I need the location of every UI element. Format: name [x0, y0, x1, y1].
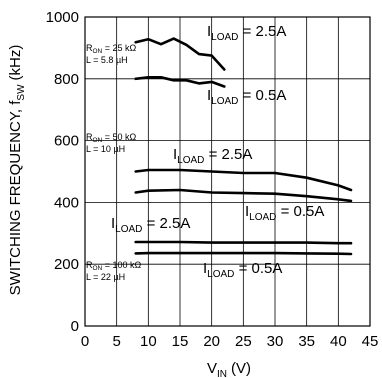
series-line-6: [134, 251, 353, 256]
tick-labels: 0 5 10 15 20 25 30 35 40 45 0 200 400 600 800 1000: [46, 9, 379, 350]
iload-annotation: ILOAD = 2.5A: [173, 146, 252, 166]
series-line-4: [134, 188, 353, 203]
iload-annotation: ILOAD = 2.5A: [207, 23, 286, 43]
x-tick-label: 30: [267, 333, 284, 350]
series-line-1: [134, 37, 226, 71]
grid: [85, 17, 370, 326]
series-layer: [134, 37, 353, 256]
y-tick-label: 200: [54, 256, 79, 273]
x-tick-label: 45: [362, 333, 379, 350]
iload-annotation: ILOAD = 0.5A: [203, 260, 282, 280]
iload-annotation: ILOAD = 0.5A: [207, 87, 286, 107]
x-tick-label: 35: [298, 333, 315, 350]
ron-label: RON = 100 kΩ: [86, 260, 142, 272]
x-tick-label: 10: [140, 333, 157, 350]
iload-annotation: ILOAD = 0.5A: [245, 203, 324, 223]
y-tick-label: 400: [54, 194, 79, 211]
series-line-5: [134, 240, 353, 245]
inductor-label: L = 5.8 µH: [86, 55, 128, 65]
series-line-2: [134, 76, 226, 88]
ron-label: RON = 50 kΩ: [86, 132, 137, 144]
y-tick-label: 600: [54, 133, 79, 150]
x-tick-label: 15: [172, 333, 189, 350]
inductor-label: L = 22 µH: [86, 272, 125, 282]
x-tick-label: 20: [203, 333, 220, 350]
annotations: ILOAD = 2.5A ILOAD = 0.5A ILOAD = 2.5A ILOA…: [86, 23, 324, 282]
plot-frame: [84, 16, 371, 327]
x-tick-label: 40: [330, 333, 347, 350]
y-tick-label: 1000: [46, 9, 79, 26]
y-axis-label: SWITCHING FREQUENCY, fSW(kHz): [7, 45, 27, 296]
y-tick-label: 800: [54, 71, 79, 88]
ron-label: RON = 25 kΩ: [86, 43, 137, 55]
iload-annotation: ILOAD = 2.5A: [111, 215, 190, 235]
y-tick-label: 0: [71, 318, 79, 335]
x-tick-label: 5: [112, 333, 120, 350]
series-line-3: [134, 168, 353, 192]
x-axis-label: VIN (V): [207, 360, 251, 378]
x-tick-label: 25: [235, 333, 252, 350]
inductor-label: L = 10 µH: [86, 144, 125, 154]
x-tick-label: 0: [81, 333, 89, 350]
